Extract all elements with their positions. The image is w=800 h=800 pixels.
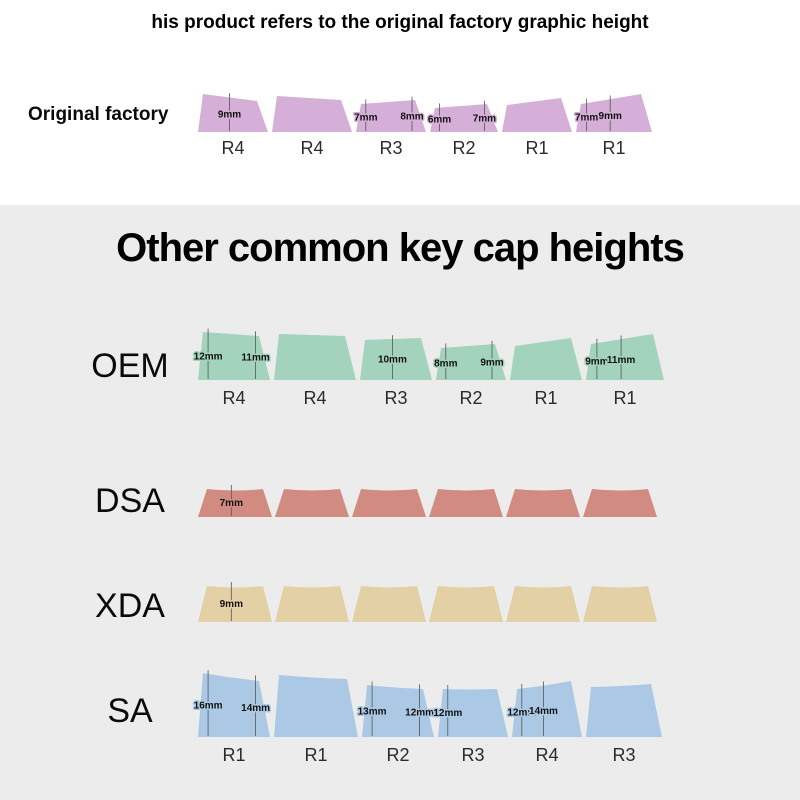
height-label: 9mm bbox=[220, 599, 243, 610]
height-label: 6mm bbox=[428, 115, 451, 126]
keycap bbox=[198, 332, 270, 380]
keycap bbox=[586, 684, 662, 737]
keycap bbox=[274, 334, 356, 380]
height-label: 9mm bbox=[480, 357, 503, 368]
keycap bbox=[198, 489, 272, 517]
row-position-label: R3 bbox=[384, 388, 407, 408]
keycap bbox=[198, 94, 268, 132]
keycap bbox=[274, 675, 358, 737]
row-position-label: R1 bbox=[222, 745, 245, 765]
height-label: 13mm bbox=[358, 706, 387, 717]
row-position-label: R1 bbox=[525, 138, 548, 158]
row-position-label: R4 bbox=[535, 745, 558, 765]
keycap bbox=[360, 338, 432, 380]
height-label: 12mm bbox=[405, 708, 434, 719]
row-label-oem: OEM bbox=[91, 347, 169, 385]
height-label: 12mm bbox=[433, 708, 462, 719]
keycap bbox=[502, 98, 572, 132]
height-label: 11mm bbox=[241, 353, 269, 364]
row-position-label: R3 bbox=[379, 138, 402, 158]
row-position-label: R1 bbox=[534, 388, 557, 408]
keycap bbox=[362, 685, 434, 737]
height-label: 10mm bbox=[378, 355, 407, 366]
row-position-label: R2 bbox=[386, 745, 409, 765]
keycap bbox=[512, 681, 582, 737]
row-label-xda: XDA bbox=[95, 587, 165, 625]
height-label: 7mm bbox=[354, 113, 377, 124]
row-position-label: R4 bbox=[222, 388, 245, 408]
row-label-original-factory: Original factory bbox=[28, 104, 169, 125]
height-label: 9mm bbox=[218, 110, 241, 121]
height-label: 7mm bbox=[473, 113, 496, 124]
height-label: 14mm bbox=[529, 706, 558, 717]
keycap bbox=[506, 489, 580, 517]
row-position-label: R1 bbox=[602, 138, 625, 158]
height-label: 12mm bbox=[507, 707, 536, 718]
keycap bbox=[275, 586, 349, 622]
height-label: 8mm bbox=[400, 111, 423, 122]
row-position-label: R3 bbox=[612, 745, 635, 765]
height-label: 16mm bbox=[194, 701, 223, 712]
row-position-label: R3 bbox=[461, 745, 484, 765]
row-label-dsa: DSA bbox=[95, 482, 165, 520]
keycap bbox=[429, 586, 503, 622]
keycap bbox=[576, 94, 652, 132]
row-label-sa: SA bbox=[107, 692, 153, 730]
keycap-row-dsa: 7mm bbox=[198, 485, 657, 517]
row-position-label: R4 bbox=[221, 138, 244, 158]
keycap bbox=[436, 344, 506, 380]
keycap bbox=[275, 489, 349, 517]
row-position-label: R4 bbox=[303, 388, 326, 408]
keycap bbox=[272, 96, 352, 132]
keycap bbox=[430, 104, 498, 132]
height-label: 8mm bbox=[434, 359, 457, 370]
row-position-label: R4 bbox=[300, 138, 323, 158]
row-position-label: R1 bbox=[304, 745, 327, 765]
height-label: 7mm bbox=[220, 498, 243, 509]
height-label: 14mm bbox=[241, 703, 270, 714]
keycap bbox=[583, 586, 657, 622]
keycap bbox=[198, 586, 272, 622]
keycap bbox=[583, 489, 657, 517]
row-position-label: R2 bbox=[452, 138, 475, 158]
top-title: his product refers to the original facto… bbox=[151, 12, 649, 33]
keycap bbox=[429, 489, 503, 517]
keycap bbox=[352, 489, 426, 517]
height-label: 9mm bbox=[585, 356, 608, 367]
keycap bbox=[506, 586, 580, 622]
keycap bbox=[438, 689, 508, 737]
height-label: 7mm bbox=[575, 112, 598, 123]
keycap bbox=[510, 338, 582, 380]
keycap bbox=[356, 100, 426, 132]
keycap bbox=[352, 586, 426, 622]
height-label: 9mm bbox=[599, 111, 622, 122]
section-title: Other common key cap heights bbox=[116, 226, 685, 270]
row-position-label: R2 bbox=[459, 388, 482, 408]
row-position-label: R1 bbox=[613, 388, 636, 408]
keycap-row-xda: 9mm bbox=[198, 582, 657, 622]
height-label: 11mm bbox=[607, 355, 635, 366]
keycap bbox=[198, 673, 270, 737]
height-label: 12mm bbox=[194, 351, 223, 362]
keycap bbox=[586, 334, 664, 380]
